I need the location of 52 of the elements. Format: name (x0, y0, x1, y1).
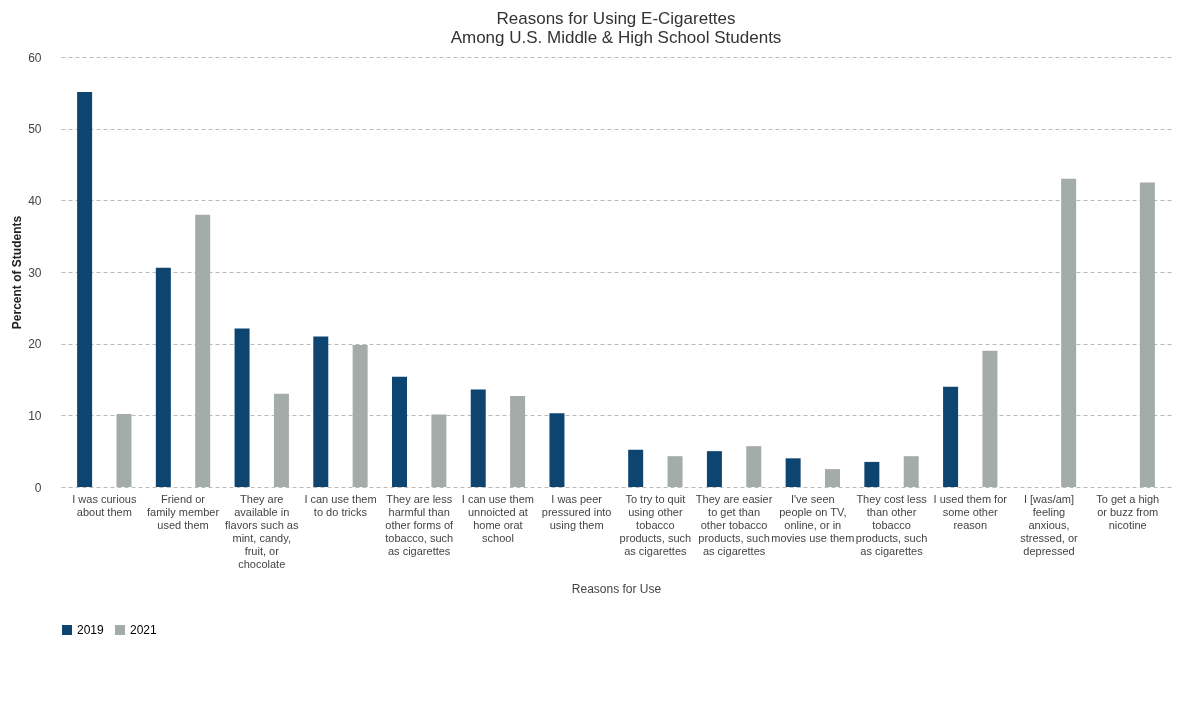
x-axis-title: Reasons for Use (571, 581, 662, 596)
x-tick-label: I can use them unnoicted at home orat school (461, 492, 534, 544)
bar (824, 469, 840, 487)
legend-label: 2019 (77, 623, 105, 637)
bar (195, 214, 211, 487)
bar (392, 376, 408, 487)
bar (470, 389, 486, 487)
x-tick-label: They are available in flavors such as mint, candy, fruit, or chocolate (225, 492, 299, 570)
bar (1061, 178, 1077, 487)
text: Among U.S. Middle & High School Students (450, 28, 782, 47)
bar (510, 395, 526, 487)
y-tick-label: 20 (28, 337, 42, 352)
text: Reasons for Using E-Cigarettes (496, 9, 736, 28)
y-tick-label: 0 (34, 480, 42, 495)
bar (667, 456, 683, 487)
x-tick-label: To get a high or buzz from nicotine (1096, 492, 1160, 531)
bar (273, 393, 289, 487)
x-tick-label: I used them for some other reason (933, 492, 1008, 531)
x-tick-label: I was curious about them (72, 492, 137, 518)
bar (116, 413, 132, 487)
bar (903, 456, 919, 487)
bar (431, 414, 447, 487)
bar (234, 328, 250, 487)
x-tick-label: They cost less than other tobacco products, such as cigarettes (855, 492, 928, 557)
x-tick-label: I've seen people on TV, online, or in movies use them (771, 492, 855, 544)
x-tick-label: I can use them to do tricks (304, 492, 377, 518)
x-tick-label: They are easier to get than other tobacco products, such as cigarettes (695, 492, 773, 557)
y-axis-title: Percent of Students (10, 215, 25, 330)
bar (864, 461, 880, 487)
bar (982, 350, 998, 487)
y-tick-label: 60 (28, 50, 42, 65)
bar (352, 345, 368, 487)
legend-label: 2021 (130, 623, 158, 637)
x-tick-label: Friend or family member used them (146, 492, 220, 531)
bar (155, 267, 171, 487)
bar (1139, 182, 1155, 487)
y-tick-label: 40 (28, 193, 42, 208)
y-tick-label: 10 (28, 408, 42, 423)
bar (549, 413, 565, 487)
x-tick-label: To try to quit using other tobacco products, such as cigarettes (619, 492, 692, 557)
bar (628, 449, 644, 487)
bar (943, 386, 959, 487)
x-tick-label: I [was/am] feeling anxious, stressed, or depressed (1020, 492, 1079, 557)
bar (706, 451, 722, 487)
x-tick-label: I was peer pressured into using them (541, 492, 612, 531)
bar (77, 92, 93, 487)
x-tick-label: They are less harmful than other forms of tobacco, such as cigarettes (385, 492, 455, 557)
y-tick-label: 50 (28, 122, 42, 137)
bar (313, 336, 329, 487)
bar (785, 458, 801, 487)
y-tick-label: 30 (28, 265, 42, 280)
bar (746, 446, 762, 487)
